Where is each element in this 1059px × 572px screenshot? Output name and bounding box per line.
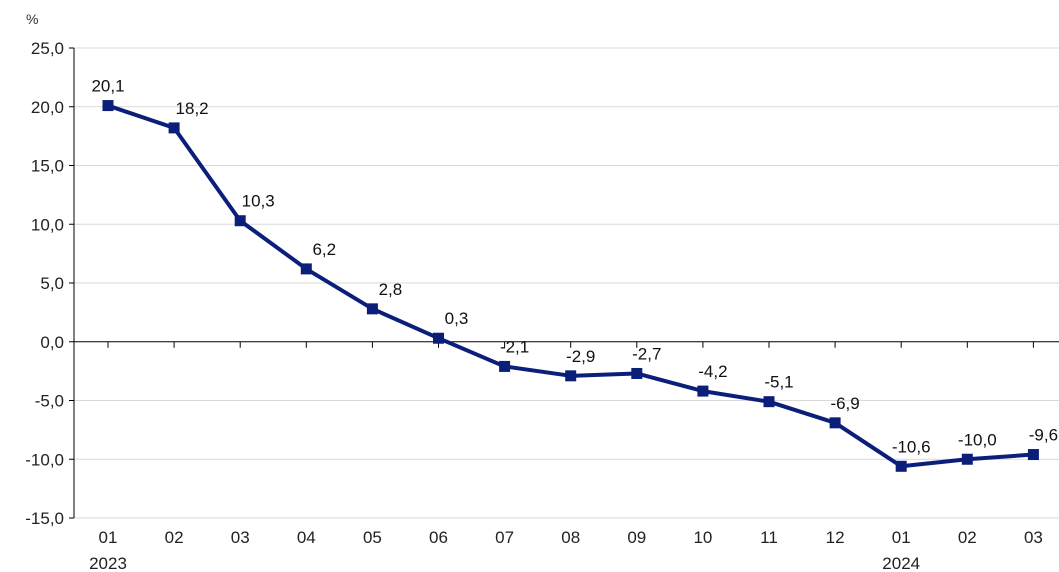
data-point	[1027, 449, 1039, 461]
y-tick-label: 25,0	[31, 39, 64, 58]
data-label: -9,6	[1029, 426, 1058, 445]
x-tick-label: 06	[429, 528, 448, 547]
x-tick-label: 02	[958, 528, 977, 547]
data-point	[895, 460, 907, 472]
data-point	[102, 100, 114, 112]
data-label: -10,6	[892, 437, 931, 456]
x-tick-label: 08	[561, 528, 580, 547]
series-line	[107, 103, 1034, 469]
x-year-label: 2024	[882, 554, 920, 572]
data-label: 20,1	[91, 77, 124, 96]
x-tick-label: 04	[297, 528, 316, 547]
data-label: -10,0	[958, 430, 997, 449]
data-point	[565, 370, 577, 382]
axes	[69, 47, 1059, 519]
data-point	[366, 303, 378, 315]
y-unit-label: %	[26, 11, 38, 27]
x-tick-labels: 01 02 03 04 05 06 07 08 09 10 11 12 01 02 03 2023 2024	[89, 528, 1043, 572]
data-label: -2,7	[632, 344, 661, 363]
x-tick-label: 11	[760, 528, 778, 547]
x-tick-label: 02	[165, 528, 184, 547]
data-point	[234, 215, 246, 227]
data-label: 0,3	[445, 309, 469, 328]
data-label: -5,1	[764, 373, 793, 392]
y-tick-label: -15,0	[25, 509, 64, 528]
y-tick-labels: 25,0 20,0 15,0 10,0 5,0 0,0 -5,0 -10,0 -15,0	[25, 39, 64, 528]
data-labels: 20,1 18,2 10,3 6,2 2,8 0,3 -2,1 -2,9 -2,7 -4,2 -5,…	[91, 77, 1058, 457]
data-label: -4,2	[698, 362, 727, 381]
data-point	[300, 263, 312, 275]
x-tick-label: 05	[363, 528, 382, 547]
y-tick-label: 10,0	[31, 215, 64, 234]
data-point	[829, 417, 841, 429]
y-tick-label: 20,0	[31, 98, 64, 117]
x-tick-label: 09	[627, 528, 646, 547]
y-tick-label: -10,0	[25, 450, 64, 469]
data-label: 18,2	[176, 99, 209, 118]
data-point	[499, 360, 511, 372]
data-point	[697, 385, 709, 397]
x-tick-label: 01	[892, 528, 911, 547]
data-label: 2,8	[379, 280, 403, 299]
y-tick-label: 15,0	[31, 157, 64, 176]
data-point	[168, 122, 180, 134]
x-tick-label: 03	[1024, 528, 1043, 547]
data-point	[631, 367, 643, 379]
data-point	[433, 332, 444, 344]
x-tick-label: 07	[495, 528, 514, 547]
x-tick-label: 01	[99, 528, 118, 547]
x-tick-label: 03	[231, 528, 250, 547]
x-year-label: 2023	[89, 554, 127, 572]
data-label: -2,9	[566, 347, 595, 366]
series	[102, 100, 1039, 472]
x-tick-label: 10	[693, 528, 712, 547]
x-tick-label: 12	[826, 528, 845, 547]
data-point	[763, 396, 775, 408]
data-point	[961, 453, 973, 465]
y-tick-label: 0,0	[40, 333, 64, 352]
data-label: 6,2	[312, 240, 336, 259]
data-label: -2,1	[500, 337, 529, 356]
data-label: -6,9	[830, 394, 859, 413]
y-tick-label: 5,0	[40, 274, 64, 293]
data-label: 10,3	[242, 192, 275, 211]
y-tick-label: -5,0	[35, 392, 64, 411]
